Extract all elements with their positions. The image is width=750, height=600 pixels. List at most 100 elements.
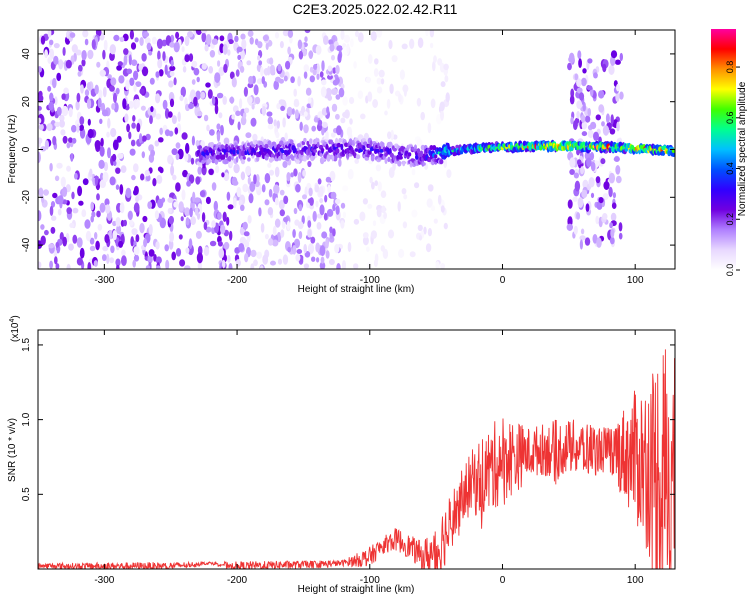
heatmap-cell [569, 95, 575, 105]
heatmap-cell [360, 113, 366, 120]
heatmap-cell [55, 263, 60, 269]
heatmap-cell [335, 198, 341, 205]
heatmap-cell [378, 69, 385, 78]
spectrogram-xtick-label: -300 [94, 275, 114, 286]
heatmap-cell [226, 191, 231, 201]
heatmap-cell [293, 88, 298, 97]
heatmap-cell [169, 98, 175, 108]
heatmap-cell [147, 201, 153, 210]
heatmap-cell [247, 30, 254, 37]
heatmap-cell [116, 264, 120, 269]
heatmap-cell [416, 138, 423, 147]
heatmap-cell [274, 166, 280, 178]
heatmap-cell [398, 93, 402, 103]
heatmap-cell [327, 95, 333, 101]
heatmap-cell [209, 50, 216, 58]
heatmap-cell [573, 120, 578, 131]
heatmap-cell [117, 153, 124, 159]
heatmap-cell [440, 205, 445, 213]
heatmap-cell [180, 216, 184, 222]
heatmap-ridge-cell [306, 140, 310, 146]
heatmap-cell [218, 248, 225, 259]
heatmap-cell [38, 261, 42, 269]
heatmap-cell [577, 159, 582, 166]
heatmap-cell [316, 222, 322, 230]
heatmap-cell [346, 126, 353, 137]
heatmap-cell [239, 98, 243, 109]
heatmap-cell [169, 231, 175, 243]
heatmap-cell [585, 203, 590, 212]
heatmap-cell [192, 191, 196, 203]
heatmap-cell [613, 156, 620, 162]
heatmap-cell [181, 46, 185, 53]
heatmap-cell [158, 69, 164, 77]
heatmap-cell [443, 222, 448, 230]
heatmap-cell [66, 207, 72, 215]
heatmap-cell [123, 54, 128, 66]
heatmap-cell [118, 75, 125, 84]
heatmap-cell [346, 43, 350, 54]
heatmap-cell [68, 243, 74, 251]
heatmap-cell [319, 198, 324, 204]
heatmap-cell [173, 201, 179, 208]
heatmap-cell [259, 265, 264, 269]
heatmap-cell [85, 230, 92, 242]
heatmap-cell [40, 224, 45, 230]
heatmap-cell [222, 259, 226, 269]
heatmap-cell [244, 253, 249, 263]
heatmap-cell [71, 44, 78, 53]
heatmap-cell [222, 43, 228, 55]
heatmap-cell [199, 190, 206, 198]
heatmap-cell [292, 245, 297, 255]
heatmap-cell [105, 204, 111, 214]
heatmap-cell [181, 132, 188, 140]
heatmap-cell [81, 59, 86, 67]
heatmap-cell [82, 178, 89, 186]
heatmap-cell [435, 261, 440, 269]
heatmap-cell [51, 215, 57, 221]
heatmap-cell [615, 92, 620, 103]
heatmap-cell [38, 66, 42, 73]
heatmap-cell [610, 50, 618, 59]
heatmap-cell [260, 223, 265, 233]
heatmap-cell [265, 42, 269, 50]
heatmap-cell [184, 35, 190, 47]
heatmap-cell [242, 183, 249, 193]
heatmap-cell [142, 215, 148, 223]
heatmap-cell [251, 103, 255, 110]
heatmap-ridge-cell [309, 138, 313, 144]
heatmap-cell [429, 42, 434, 49]
heatmap-cell [38, 123, 44, 131]
heatmap-cell [615, 175, 622, 184]
heatmap-ridge-cell [398, 155, 403, 160]
heatmap-cell [164, 108, 170, 119]
heatmap-cell [55, 241, 60, 248]
heatmap-cell [175, 153, 180, 161]
heatmap-cell [601, 121, 605, 127]
heatmap-cell [609, 128, 616, 135]
heatmap-cell [327, 184, 331, 194]
heatmap-cell [195, 230, 202, 239]
snr-ytick-label: 1.0 [21, 412, 32, 426]
heatmap-cell [89, 245, 96, 252]
heatmap-cell [277, 258, 283, 265]
heatmap-cell [319, 245, 326, 257]
heatmap-ridge-cell [286, 155, 291, 160]
heatmap-ridge-cell [397, 160, 402, 167]
heatmap-cell [151, 36, 157, 45]
heatmap-cell [94, 232, 98, 240]
heatmap-cell [217, 212, 222, 220]
heatmap-cell [326, 208, 334, 217]
heatmap-cell [233, 197, 237, 209]
heatmap-cell [143, 238, 148, 248]
heatmap-cell [84, 38, 89, 46]
heatmap-cell [588, 177, 595, 188]
heatmap-cell [586, 85, 593, 91]
heatmap-cell [208, 168, 214, 175]
heatmap-cell [256, 251, 263, 259]
heatmap-cell [325, 130, 329, 140]
heatmap-cell [129, 219, 134, 226]
heatmap-cell [72, 137, 77, 144]
heatmap-cell [576, 148, 580, 156]
heatmap-cell [316, 73, 320, 80]
